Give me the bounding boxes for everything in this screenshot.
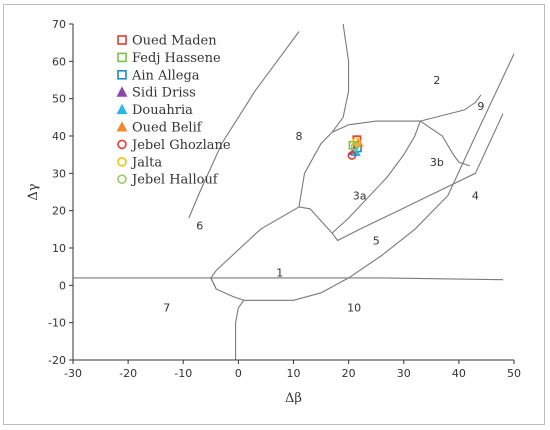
region-labels: 1 2 3a 3b 4 5 6 7 8 9 10 [163, 74, 484, 315]
legend-label: Fedj Hassene [132, 51, 221, 66]
boundary-line [298, 23, 350, 207]
legend: Oued Maden Fedj Hassene Ain Allega Sidi Dri… [116, 34, 231, 188]
region-label-1: 1 [276, 266, 283, 279]
region-label-3b: 3b [430, 156, 444, 169]
x-tick-label: 0 [235, 367, 242, 380]
legend-label: Oued Maden [132, 34, 217, 49]
x-tick-label: 50 [507, 367, 521, 380]
y-tick-label: 70 [52, 18, 66, 31]
boundary-line [188, 31, 300, 219]
region-label-3a: 3a [353, 190, 367, 203]
y-tick-label: 0 [59, 279, 66, 292]
data-point [350, 142, 360, 151]
y-tick-label: 50 [52, 93, 66, 106]
data-point [351, 137, 361, 146]
x-tick-label: 20 [342, 367, 356, 380]
x-tick-label: 40 [452, 367, 466, 380]
legend-marker [117, 35, 127, 45]
legend-label: Jalta [130, 155, 162, 170]
y-axis-title: Δγ [26, 183, 41, 200]
x-tick-label: 30 [397, 367, 411, 380]
legend-label: Ain Allega [131, 68, 200, 83]
legend-marker [116, 103, 128, 115]
boundary-line [210, 277, 504, 281]
boundary-line [235, 299, 245, 360]
x-tick-label: 10 [287, 367, 301, 380]
classification-boundaries [73, 23, 515, 360]
y-tick-label: 30 [52, 167, 66, 180]
legend-marker [117, 52, 127, 63]
legend-marker [117, 157, 127, 167]
x-tick-label: -30 [64, 367, 82, 380]
region-label-10: 10 [347, 302, 361, 315]
x-tick-label: -20 [119, 367, 137, 380]
data-points [347, 135, 364, 160]
axes: -30 -20 -10 0 10 20 30 40 50-20-1001020304050607… [48, 18, 521, 380]
legend-label: Douahria [132, 103, 193, 118]
region-label-2: 2 [433, 74, 440, 87]
region-label-6: 6 [196, 220, 203, 233]
boundary-line [331, 94, 482, 133]
legend-marker [117, 70, 127, 80]
region-label-7: 7 [163, 302, 170, 315]
boundary-line [419, 120, 471, 167]
chart-frame [3, 4, 545, 425]
region-label-5: 5 [373, 235, 380, 248]
data-point [347, 151, 357, 160]
legend-marker [116, 86, 128, 97]
y-tick-label: -10 [48, 317, 66, 330]
legend-marker [117, 139, 127, 150]
y-tick-label: 20 [52, 205, 66, 218]
legend-label: Oued Belif [132, 121, 203, 136]
x-tick-label: -10 [174, 367, 192, 380]
boundary-line [331, 120, 421, 234]
y-tick-label: -20 [48, 354, 66, 367]
y-tick-label: 10 [52, 242, 66, 255]
region-label-8: 8 [296, 130, 303, 143]
legend-marker [116, 121, 128, 132]
legend-label: Sidi Driss [132, 86, 196, 101]
legend-label: Jebel Ghozlane [130, 138, 231, 153]
legend-label: Jebel Hallouf [130, 173, 219, 188]
region-label-9: 9 [477, 100, 484, 113]
y-tick-label: 40 [52, 130, 66, 143]
region-label-4: 4 [472, 190, 479, 203]
legend-marker [117, 174, 127, 184]
x-axis-title: Δβ [285, 391, 302, 406]
y-tick-label: 60 [52, 55, 66, 68]
